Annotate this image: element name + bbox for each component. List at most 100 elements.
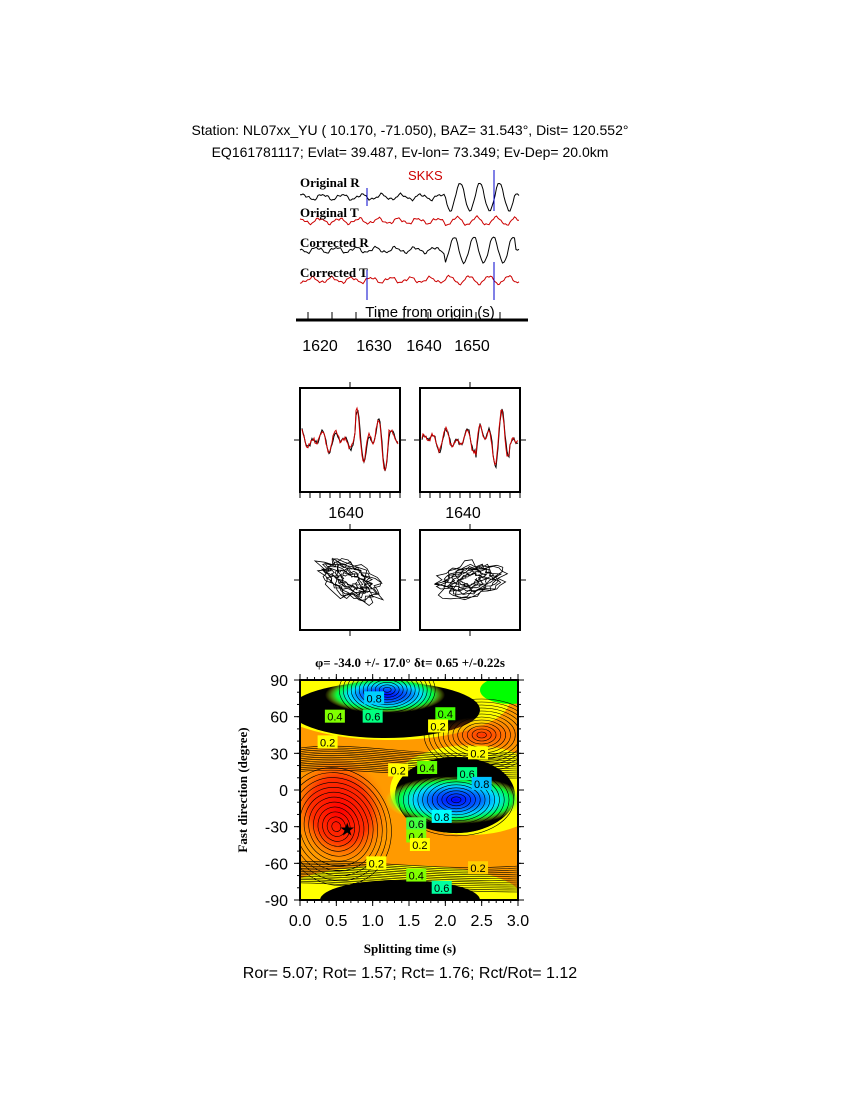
contour-line (300, 871, 518, 879)
contour-label-bg (388, 763, 409, 777)
trace-label: Corrected T (300, 265, 368, 280)
particle-motion-panels (294, 524, 526, 636)
contour-line (476, 731, 487, 739)
contour-line (471, 728, 492, 742)
contour-line (317, 806, 356, 847)
contour-line (300, 758, 518, 768)
particle-motion-frame (299, 529, 401, 631)
contour-label: 0.8 (474, 779, 489, 791)
contour-label: 0.2 (412, 840, 427, 852)
contour-line (346, 680, 428, 716)
contour-line (441, 790, 471, 810)
trace-panel (299, 182, 520, 286)
contour-label: 0.4 (327, 712, 342, 724)
contour-label-bg (471, 776, 492, 790)
y-tick-label: -30 (265, 820, 288, 837)
contour-line (322, 811, 351, 842)
x-axis-label: Splitting time (s) (364, 941, 456, 956)
best-fit-star-icon: ★ (339, 820, 355, 840)
contour-label: 0.6 (409, 819, 424, 831)
contour-map (300, 680, 518, 900)
contour-line (300, 872, 518, 881)
contour-label: 0.8 (434, 812, 449, 824)
y-tick-label: 90 (270, 673, 288, 690)
contour-label-bg (406, 868, 427, 882)
x-tick-label: 2.0 (434, 913, 456, 930)
contour-line (466, 725, 497, 745)
contour-label-bg (468, 746, 489, 760)
x-tick-label: 0.5 (325, 913, 347, 930)
waveform-panels (294, 382, 526, 498)
contour-label-bg (431, 880, 452, 894)
contour-line (338, 680, 436, 721)
contour-label-bg (428, 719, 449, 733)
contour-line (342, 680, 432, 718)
contour-line (300, 874, 518, 883)
contour-label: 0.2 (320, 737, 335, 749)
station-title: Station: NL07xx_YU ( 10.170, -71.050), B… (192, 122, 629, 138)
contour-label-bg (435, 707, 456, 721)
y-tick-label: 60 (270, 710, 288, 727)
contour-label: 0.2 (430, 721, 445, 733)
trace-label: Corrected R (300, 235, 369, 250)
contour-label: 0.2 (470, 748, 485, 760)
contour-line (331, 821, 342, 832)
contour-line (366, 680, 408, 703)
contour-label: 0.2 (369, 858, 384, 870)
contour-line (300, 777, 383, 877)
contour-line (431, 784, 481, 816)
y-tick-label: 0 (279, 783, 288, 800)
contour-line (427, 781, 486, 819)
contour-line (354, 680, 420, 711)
time-axis-label: Time from origin (s) (365, 304, 494, 321)
contour-line (382, 686, 392, 693)
corrected-r-trace (299, 236, 520, 265)
contour-line (436, 787, 476, 813)
particle-motion-frame (419, 529, 521, 631)
contour-label: 0.6 (365, 712, 380, 724)
contour-line (412, 772, 500, 828)
time-tick: 1620 (302, 338, 338, 355)
panel-tick: 1640 (328, 505, 364, 522)
y-tick-label: -60 (265, 856, 288, 873)
y-axis-label: Fast direction (degree) (235, 727, 250, 852)
contour-label-bg (366, 856, 387, 870)
x-tick-label: 2.5 (471, 913, 493, 930)
time-tick: 1640 (406, 338, 442, 355)
contour-line (398, 763, 515, 837)
contour-line (300, 753, 518, 762)
contour-label-bg (468, 861, 489, 875)
contour-line (303, 791, 369, 862)
contour-line (308, 796, 365, 857)
contour-label: 0.4 (409, 871, 424, 883)
contour-line (300, 767, 392, 886)
waveform-panel-frame (299, 387, 401, 493)
contour-label-bg (406, 817, 427, 831)
x-tick-label: 1.0 (362, 913, 384, 930)
phase-label: SKKS (408, 168, 443, 183)
contour-label: 0.2 (470, 863, 485, 875)
contour-label: 0.6 (434, 883, 449, 895)
contour-label-bg (417, 761, 438, 774)
x-tick-label: 3.0 (507, 913, 529, 930)
contour-label-bg (317, 735, 338, 749)
waveform-overlay (421, 409, 519, 466)
contour-line (451, 796, 462, 804)
contour-line (300, 879, 518, 889)
y-tick-label: 30 (270, 746, 288, 763)
contour-line (422, 778, 491, 822)
contour-line (300, 869, 518, 877)
x-tick-label: 0.0 (289, 913, 311, 930)
x-tick-label: 1.5 (398, 913, 420, 930)
contour-line (326, 816, 346, 837)
contour-line (350, 680, 424, 713)
contour-line (300, 756, 518, 766)
contour-label-bg (457, 767, 478, 781)
contour-line (428, 701, 518, 769)
contour-line (438, 707, 518, 763)
panel-tick: 1640 (445, 505, 481, 522)
time-tick: 1650 (454, 338, 490, 355)
contour-line (300, 876, 518, 885)
contour-line (378, 684, 396, 696)
